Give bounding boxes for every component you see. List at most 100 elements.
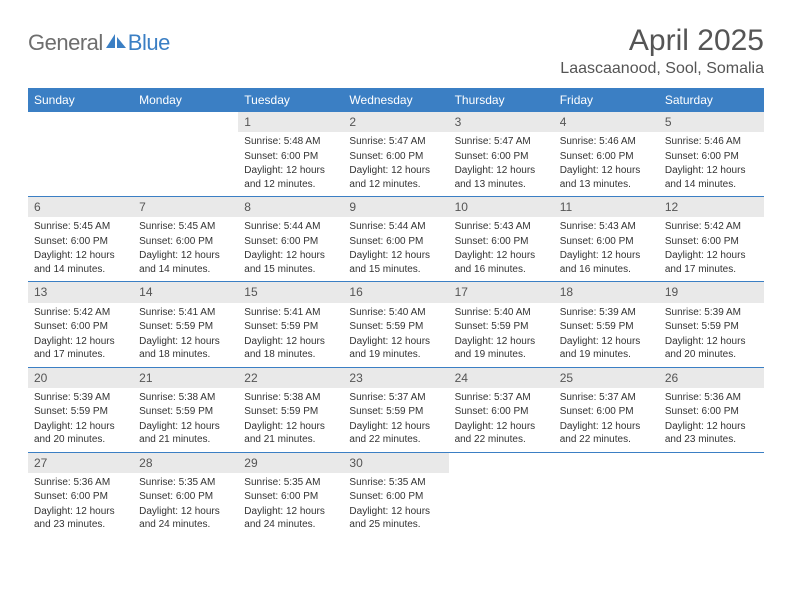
calendar-day-cell: 19Sunrise: 5:39 AMSunset: 5:59 PMDayligh… <box>659 282 764 367</box>
day-number: 18 <box>554 282 659 302</box>
day-details: Sunrise: 5:38 AMSunset: 5:59 PMDaylight:… <box>238 388 343 452</box>
daylight-text: Daylight: 12 hours and 22 minutes. <box>349 420 442 447</box>
day-details: Sunrise: 5:37 AMSunset: 6:00 PMDaylight:… <box>554 388 659 452</box>
sunset-text: Sunset: 5:59 PM <box>455 320 548 334</box>
sunrise-text: Sunrise: 5:46 AM <box>665 135 758 149</box>
day-number: 7 <box>133 197 238 217</box>
weekday-header: Tuesday <box>238 88 343 112</box>
sunrise-text: Sunrise: 5:39 AM <box>560 306 653 320</box>
day-details: Sunrise: 5:47 AMSunset: 6:00 PMDaylight:… <box>449 132 554 196</box>
sunrise-text: Sunrise: 5:36 AM <box>34 476 127 490</box>
day-details: Sunrise: 5:35 AMSunset: 6:00 PMDaylight:… <box>133 473 238 537</box>
day-details: Sunrise: 5:46 AMSunset: 6:00 PMDaylight:… <box>554 132 659 196</box>
daylight-text: Daylight: 12 hours and 13 minutes. <box>560 164 653 191</box>
sunset-text: Sunset: 6:00 PM <box>349 150 442 164</box>
day-number: 22 <box>238 368 343 388</box>
daylight-text: Daylight: 12 hours and 15 minutes. <box>244 249 337 276</box>
sunrise-text: Sunrise: 5:42 AM <box>34 306 127 320</box>
daylight-text: Daylight: 12 hours and 24 minutes. <box>244 505 337 532</box>
day-number: 4 <box>554 112 659 132</box>
calendar-day-cell: 22Sunrise: 5:38 AMSunset: 5:59 PMDayligh… <box>238 367 343 452</box>
calendar-day-cell: 9Sunrise: 5:44 AMSunset: 6:00 PMDaylight… <box>343 197 448 282</box>
calendar-day-cell: 1Sunrise: 5:48 AMSunset: 6:00 PMDaylight… <box>238 112 343 197</box>
day-number: 25 <box>554 368 659 388</box>
day-number: 12 <box>659 197 764 217</box>
sunset-text: Sunset: 5:59 PM <box>560 320 653 334</box>
sunset-text: Sunset: 6:00 PM <box>244 150 337 164</box>
sunset-text: Sunset: 6:00 PM <box>560 405 653 419</box>
sunset-text: Sunset: 6:00 PM <box>560 150 653 164</box>
sunrise-text: Sunrise: 5:41 AM <box>244 306 337 320</box>
calendar-day-cell: 7Sunrise: 5:45 AMSunset: 6:00 PMDaylight… <box>133 197 238 282</box>
day-number: 10 <box>449 197 554 217</box>
calendar-day-cell: 12Sunrise: 5:42 AMSunset: 6:00 PMDayligh… <box>659 197 764 282</box>
day-number: 14 <box>133 282 238 302</box>
sunset-text: Sunset: 5:59 PM <box>665 320 758 334</box>
calendar-day-cell: 10Sunrise: 5:43 AMSunset: 6:00 PMDayligh… <box>449 197 554 282</box>
sunset-text: Sunset: 5:59 PM <box>244 320 337 334</box>
calendar-day-cell: 24Sunrise: 5:37 AMSunset: 6:00 PMDayligh… <box>449 367 554 452</box>
sunset-text: Sunset: 6:00 PM <box>455 150 548 164</box>
day-details: Sunrise: 5:37 AMSunset: 5:59 PMDaylight:… <box>343 388 448 452</box>
calendar-empty-cell <box>659 452 764 537</box>
calendar-week-row: 1Sunrise: 5:48 AMSunset: 6:00 PMDaylight… <box>28 112 764 197</box>
sunset-text: Sunset: 6:00 PM <box>455 235 548 249</box>
sunrise-text: Sunrise: 5:40 AM <box>455 306 548 320</box>
calendar-empty-cell <box>133 112 238 197</box>
daylight-text: Daylight: 12 hours and 20 minutes. <box>665 335 758 362</box>
sunrise-text: Sunrise: 5:41 AM <box>139 306 232 320</box>
day-number: 26 <box>659 368 764 388</box>
calendar-day-cell: 6Sunrise: 5:45 AMSunset: 6:00 PMDaylight… <box>28 197 133 282</box>
daylight-text: Daylight: 12 hours and 22 minutes. <box>455 420 548 447</box>
daylight-text: Daylight: 12 hours and 21 minutes. <box>244 420 337 447</box>
weekday-header: Sunday <box>28 88 133 112</box>
sunrise-text: Sunrise: 5:44 AM <box>349 220 442 234</box>
sunset-text: Sunset: 5:59 PM <box>349 320 442 334</box>
location-text: Laascaanood, Sool, Somalia <box>560 60 764 78</box>
daylight-text: Daylight: 12 hours and 19 minutes. <box>560 335 653 362</box>
calendar-day-cell: 5Sunrise: 5:46 AMSunset: 6:00 PMDaylight… <box>659 112 764 197</box>
weekday-header-row: SundayMondayTuesdayWednesdayThursdayFrid… <box>28 88 764 112</box>
sunset-text: Sunset: 6:00 PM <box>665 235 758 249</box>
calendar-day-cell: 20Sunrise: 5:39 AMSunset: 5:59 PMDayligh… <box>28 367 133 452</box>
calendar-empty-cell <box>449 452 554 537</box>
day-details: Sunrise: 5:39 AMSunset: 5:59 PMDaylight:… <box>28 388 133 452</box>
calendar-day-cell: 25Sunrise: 5:37 AMSunset: 6:00 PMDayligh… <box>554 367 659 452</box>
day-details: Sunrise: 5:39 AMSunset: 5:59 PMDaylight:… <box>554 303 659 367</box>
day-details: Sunrise: 5:42 AMSunset: 6:00 PMDaylight:… <box>28 303 133 367</box>
sunset-text: Sunset: 5:59 PM <box>349 405 442 419</box>
day-details: Sunrise: 5:44 AMSunset: 6:00 PMDaylight:… <box>238 217 343 281</box>
sunset-text: Sunset: 5:59 PM <box>244 405 337 419</box>
sunrise-text: Sunrise: 5:46 AM <box>560 135 653 149</box>
calendar-week-row: 27Sunrise: 5:36 AMSunset: 6:00 PMDayligh… <box>28 452 764 537</box>
calendar-day-cell: 4Sunrise: 5:46 AMSunset: 6:00 PMDaylight… <box>554 112 659 197</box>
weekday-header: Thursday <box>449 88 554 112</box>
day-details: Sunrise: 5:42 AMSunset: 6:00 PMDaylight:… <box>659 217 764 281</box>
sunset-text: Sunset: 6:00 PM <box>349 490 442 504</box>
logo: General Blue <box>28 24 170 56</box>
daylight-text: Daylight: 12 hours and 12 minutes. <box>349 164 442 191</box>
sunrise-text: Sunrise: 5:47 AM <box>455 135 548 149</box>
daylight-text: Daylight: 12 hours and 13 minutes. <box>455 164 548 191</box>
day-details: Sunrise: 5:37 AMSunset: 6:00 PMDaylight:… <box>449 388 554 452</box>
calendar-empty-cell <box>28 112 133 197</box>
sunrise-text: Sunrise: 5:44 AM <box>244 220 337 234</box>
sunset-text: Sunset: 6:00 PM <box>244 235 337 249</box>
sunset-text: Sunset: 6:00 PM <box>34 320 127 334</box>
sunrise-text: Sunrise: 5:47 AM <box>349 135 442 149</box>
day-number: 11 <box>554 197 659 217</box>
calendar-day-cell: 16Sunrise: 5:40 AMSunset: 5:59 PMDayligh… <box>343 282 448 367</box>
daylight-text: Daylight: 12 hours and 15 minutes. <box>349 249 442 276</box>
day-details: Sunrise: 5:38 AMSunset: 5:59 PMDaylight:… <box>133 388 238 452</box>
day-details: Sunrise: 5:35 AMSunset: 6:00 PMDaylight:… <box>238 473 343 537</box>
calendar-day-cell: 29Sunrise: 5:35 AMSunset: 6:00 PMDayligh… <box>238 452 343 537</box>
daylight-text: Daylight: 12 hours and 23 minutes. <box>34 505 127 532</box>
sunset-text: Sunset: 6:00 PM <box>244 490 337 504</box>
calendar-day-cell: 28Sunrise: 5:35 AMSunset: 6:00 PMDayligh… <box>133 452 238 537</box>
day-details: Sunrise: 5:36 AMSunset: 6:00 PMDaylight:… <box>28 473 133 537</box>
day-details: Sunrise: 5:47 AMSunset: 6:00 PMDaylight:… <box>343 132 448 196</box>
calendar-day-cell: 3Sunrise: 5:47 AMSunset: 6:00 PMDaylight… <box>449 112 554 197</box>
sunset-text: Sunset: 5:59 PM <box>139 405 232 419</box>
daylight-text: Daylight: 12 hours and 16 minutes. <box>560 249 653 276</box>
logo-text-general: General <box>28 30 103 56</box>
